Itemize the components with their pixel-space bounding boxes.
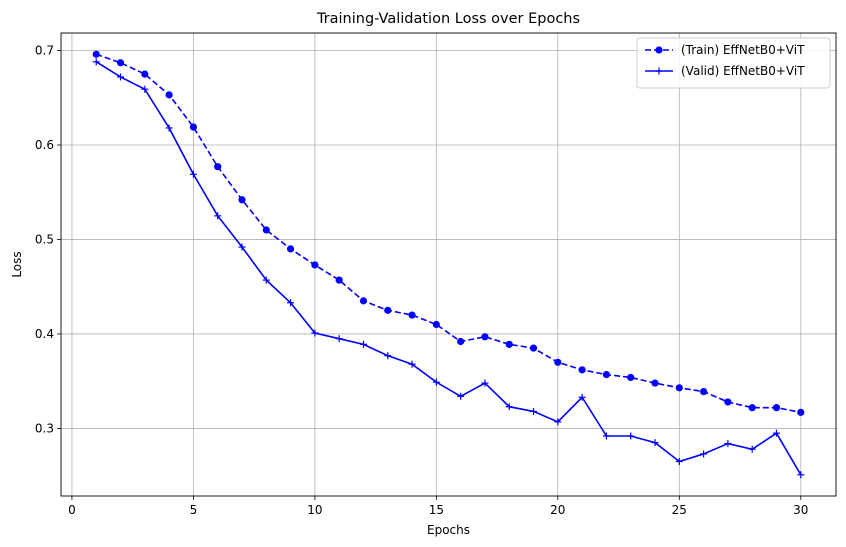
data-point [214,212,222,220]
data-point [432,320,440,329]
y-tick-label: 0.3 [35,421,54,435]
data-point [481,379,489,387]
data-point [408,311,416,319]
data-point [724,398,732,406]
data-point [651,379,659,387]
x-tick-label: 0 [68,503,76,517]
data-point [724,440,732,448]
data-point [530,407,538,415]
data-point [772,429,780,437]
data-point [699,387,708,396]
data-point [505,403,513,411]
data-point [627,373,635,382]
data-point [335,276,343,284]
data-point [311,261,319,269]
legend-marker [655,67,663,75]
x-tick-label: 20 [550,503,565,517]
legend-marker [655,46,663,54]
legend: (Train) EffNetB0+ViT (Valid) EffNetB0+ViT [636,37,831,89]
data-point [602,370,611,379]
data-point [481,333,489,341]
data-point [359,340,367,348]
data-point [748,445,756,453]
data-point [214,163,222,171]
data-point [578,366,586,374]
data-point [92,50,100,58]
data-point [408,360,416,368]
series-layer [92,50,805,479]
data-point [238,196,246,204]
data-point [165,124,173,132]
y-tick-label: 0.7 [35,43,54,57]
data-point [335,335,343,343]
series-line [95,61,802,476]
data-point [554,418,562,426]
legend-entry: (Train) EffNetB0+ViT [645,43,805,57]
series-train [92,50,805,416]
data-point [189,123,198,131]
data-point [286,245,295,253]
data-point [675,458,683,466]
x-tick-label: 30 [793,503,808,517]
data-point [287,299,295,307]
data-point [457,392,465,400]
data-point [700,450,708,458]
data-point [627,432,635,440]
data-point [602,432,610,440]
data-point [359,297,368,305]
data-point [117,73,125,81]
data-point [384,306,392,314]
data-point [384,352,392,360]
x-tick-label: 25 [672,503,687,517]
data-point [529,344,538,352]
grid-lines [61,33,836,496]
series-valid [92,58,805,479]
data-point [797,408,805,416]
y-axis-ticks: 0.3 0.4 0.5 0.6 0.7 [35,43,61,435]
legend-label: (Train) EffNetB0+ViT [681,43,805,57]
data-point [141,70,149,78]
legend-entry: (Valid) EffNetB0+ViT [645,64,805,78]
x-axis-label: Epochs [427,523,470,537]
chart-title: Training-Validation Loss over Epochs [316,11,580,27]
data-point [165,91,173,99]
x-axis-ticks: 0 5 10 15 20 25 30 [68,496,808,517]
x-tick-label: 5 [190,503,198,517]
data-point [772,404,781,412]
legend-label: (Valid) EffNetB0+ViT [681,64,805,78]
data-point [797,471,805,479]
data-point [748,404,756,412]
data-point [189,170,197,178]
data-point [262,276,270,284]
data-point [116,59,125,67]
data-point [141,85,149,93]
plot-frame [60,32,837,497]
data-point [675,384,683,392]
data-point [578,393,586,401]
data-point [457,337,465,346]
x-tick-label: 10 [307,503,322,517]
x-tick-label: 15 [429,503,444,517]
data-point [505,340,513,348]
y-tick-label: 0.5 [35,232,54,246]
data-point [262,226,270,234]
data-point [554,358,562,366]
y-tick-label: 0.6 [35,138,54,152]
data-point [432,378,440,386]
data-point [651,439,659,447]
data-point [238,243,246,251]
y-axis-label: Loss [10,251,24,277]
y-tick-label: 0.4 [35,327,54,341]
legend-box [636,37,831,89]
data-point [92,58,100,66]
data-point [311,329,319,337]
series-line [95,53,801,414]
